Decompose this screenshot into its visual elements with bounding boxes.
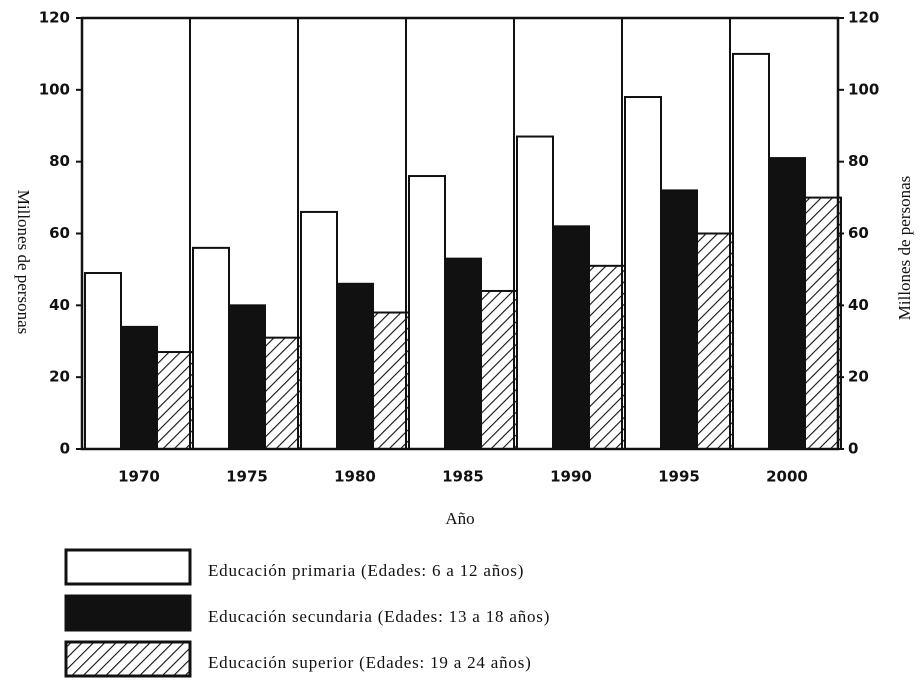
bar xyxy=(300,210,338,450)
y-tick-label: 100 xyxy=(39,80,70,98)
bar xyxy=(264,336,302,450)
y-tick-label: 0 xyxy=(60,440,70,458)
y2-tick-label: 80 xyxy=(848,152,869,170)
y-tick-label: 120 xyxy=(39,9,70,27)
y2-tick-label: 100 xyxy=(848,80,879,98)
bar xyxy=(804,196,842,450)
x-tick-label: 1990 xyxy=(550,468,592,486)
y2-tick-label: 120 xyxy=(848,9,879,27)
bar xyxy=(336,282,374,450)
y-tick-label: 80 xyxy=(49,152,70,170)
bar xyxy=(372,311,410,450)
y-tick-label: 20 xyxy=(49,368,70,386)
bar xyxy=(732,52,770,451)
bar xyxy=(480,289,518,451)
bar xyxy=(552,225,590,450)
bar xyxy=(408,175,446,451)
y2-axis-title: Millones de personas xyxy=(895,176,914,320)
bar xyxy=(768,157,806,450)
bar xyxy=(228,304,266,451)
x-tick-label: 1975 xyxy=(226,468,268,486)
bar xyxy=(588,264,626,451)
legend-swatch xyxy=(64,640,192,678)
bar xyxy=(192,246,230,450)
bar xyxy=(84,272,122,450)
x-tick-label: 1985 xyxy=(442,468,484,486)
bar xyxy=(156,351,194,450)
x-tick-label: 1995 xyxy=(658,468,700,486)
legend-label: Educación superior (Edades: 19 a 24 años… xyxy=(208,653,532,672)
y-axis-title: Millones de personas xyxy=(14,190,33,334)
bar xyxy=(120,325,158,450)
y-tick-label: 60 xyxy=(49,224,70,242)
legend-swatch xyxy=(64,548,192,586)
y-tick-label: 40 xyxy=(49,296,70,314)
y2-tick-label: 0 xyxy=(848,440,858,458)
x-tick-label: 2000 xyxy=(766,468,808,486)
x-axis-title: Año xyxy=(445,509,474,528)
legend-label: Educación secundaria (Edades: 13 a 18 añ… xyxy=(208,607,550,626)
bar xyxy=(624,96,662,451)
bar xyxy=(660,189,698,450)
bar xyxy=(516,135,554,450)
y2-tick-label: 40 xyxy=(848,296,869,314)
bar xyxy=(444,257,482,450)
legend-swatch xyxy=(64,594,192,632)
bar xyxy=(696,232,734,450)
legend-label: Educación primaria (Edades: 6 a 12 años) xyxy=(208,561,524,580)
y2-tick-label: 60 xyxy=(848,224,869,242)
y2-tick-label: 20 xyxy=(848,368,869,386)
x-tick-label: 1980 xyxy=(334,468,376,486)
x-tick-label: 1970 xyxy=(118,468,160,486)
